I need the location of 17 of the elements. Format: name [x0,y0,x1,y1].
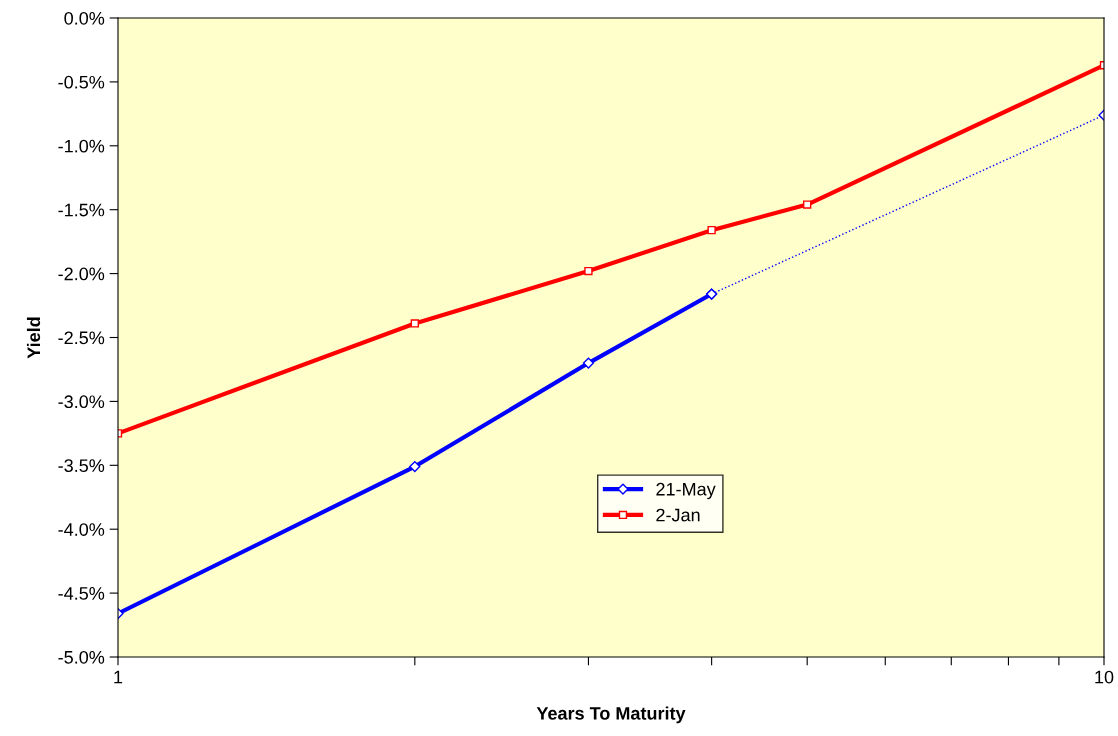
legend-label: 2-Jan [656,508,700,522]
x-tick-label: 10 [1095,670,1114,684]
y-tick-label: -4.0% [58,523,105,536]
y-axis-title: Yield [26,317,41,359]
y-tick-label: -2.5% [58,331,105,345]
y-tick-label: -0.5% [58,75,105,89]
y-tick-label: -4.5% [58,587,105,600]
y-tick-label: -1.0% [58,139,105,153]
y-tick-label: -2.0% [58,267,105,281]
legend-label: 21-May [656,482,716,500]
x-tick-label: 1 [114,670,123,684]
x-axis-title: Years To Maturity [536,706,686,724]
y-tick-label: -1.5% [58,203,105,217]
y-tick-label: 0.0% [64,11,105,25]
y-tick-label: -3.5% [58,459,105,473]
y-tick-label: -5.0% [58,650,105,664]
y-tick-label: -3.0% [58,395,105,409]
